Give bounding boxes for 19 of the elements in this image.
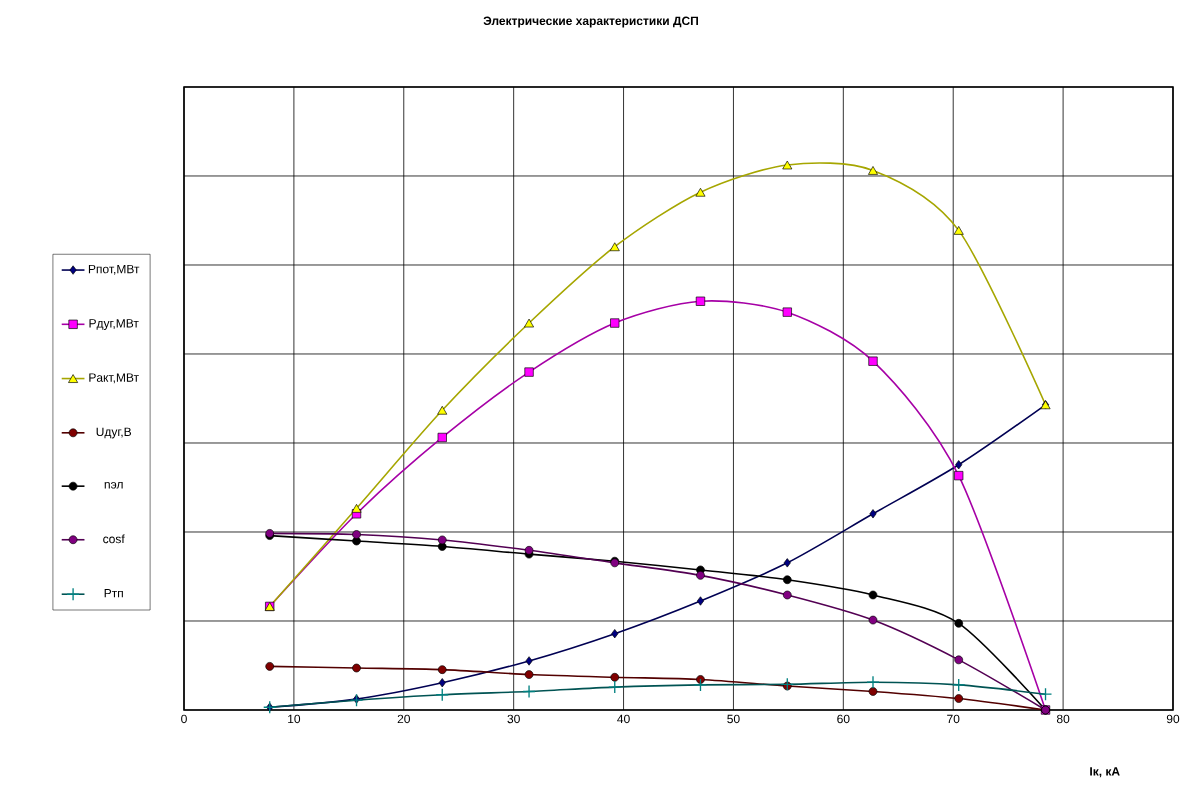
x-tick-label: 30 xyxy=(507,714,520,724)
legend-label: Pакт,МВт xyxy=(89,373,139,384)
x-tick-label: 40 xyxy=(617,714,630,724)
x-tick-label: 50 xyxy=(727,714,740,724)
x-tick-label: 60 xyxy=(837,714,850,724)
legend-label: Pтп xyxy=(104,589,123,598)
x-tick-label: 90 xyxy=(1166,714,1180,724)
legend-label: Uдуг,В xyxy=(96,427,132,439)
x-tick-label: 70 xyxy=(947,714,960,724)
x-tick-label: 10 xyxy=(288,714,301,724)
legend-label: nэл xyxy=(104,481,123,489)
x-tick-label: 80 xyxy=(1056,714,1070,724)
chart-title: Электрические характеристики ДСП xyxy=(483,16,698,28)
legend-label: cosf xyxy=(103,534,125,544)
x-tick-label: 20 xyxy=(397,714,410,724)
legend-label: Pпот,МВт xyxy=(88,264,140,275)
x-tick-label: 0 xyxy=(181,714,187,724)
legend-label: Pдуг,МВт xyxy=(89,319,139,330)
x-axis-title: Iк, кА xyxy=(1090,767,1120,778)
